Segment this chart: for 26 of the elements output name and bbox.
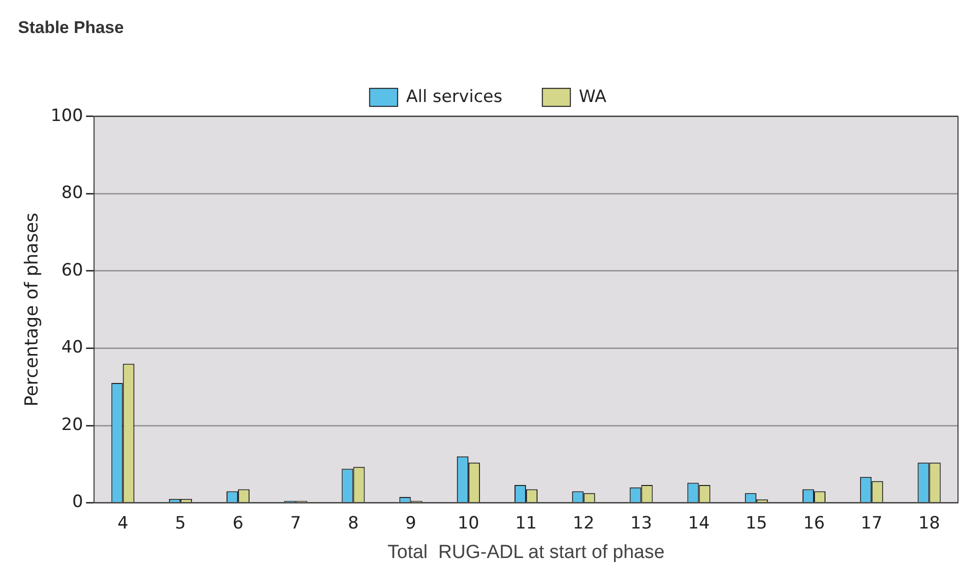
x-tick-label: 15 [746, 513, 768, 534]
y-tick-label: 80 [61, 183, 84, 204]
legend-label: All services [406, 86, 503, 107]
y-axis-title: Percentage of phases [21, 212, 42, 406]
y-tick-label: 40 [61, 338, 84, 358]
x-tick-label: 7 [290, 513, 302, 534]
y-tick-label: 20 [61, 414, 84, 435]
x-tick-label: 4 [117, 513, 128, 534]
chart-title: Stable Phase [18, 18, 124, 37]
x-tick-label: 13 [630, 513, 652, 534]
x-tick-label: 11 [515, 513, 537, 534]
x-tick-label: 5 [175, 513, 186, 534]
x-tick-label: 18 [918, 513, 940, 534]
y-tick-label: 100 [50, 106, 84, 126]
x-tick-label: 8 [348, 513, 359, 534]
x-tick-label: 6 [232, 513, 244, 534]
x-tick-label: 12 [572, 513, 594, 534]
legend-label: WA [578, 86, 607, 107]
x-tick-label: 14 [688, 513, 710, 534]
x-axis-title: Total RUG-ADL at start of phase [388, 542, 665, 563]
y-tick-label: 0 [72, 492, 84, 512]
x-tick-label: 9 [405, 513, 416, 534]
x-tick-label: 10 [458, 513, 480, 534]
x-tick-label: 17 [860, 513, 882, 534]
x-tick-label: 16 [803, 513, 825, 534]
y-tick-label: 60 [61, 260, 84, 280]
